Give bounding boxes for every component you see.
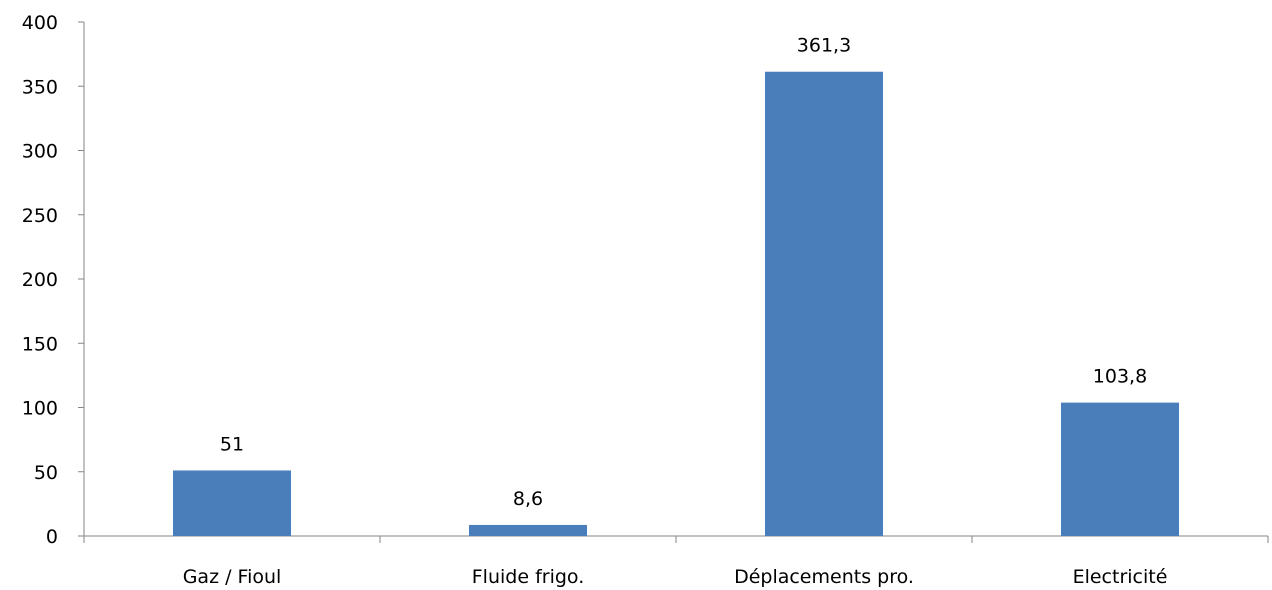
bar-value-label: 361,3 xyxy=(797,35,851,57)
bar-value-label: 51 xyxy=(220,433,244,455)
y-tick-label: 200 xyxy=(22,269,58,291)
bars xyxy=(173,71,1179,537)
y-tick-label: 150 xyxy=(22,333,58,355)
bar-value-label: 8,6 xyxy=(513,488,543,510)
bar xyxy=(765,71,883,537)
y-tick-label: 400 xyxy=(22,12,58,34)
bar xyxy=(469,524,587,536)
y-tick-label: 0 xyxy=(46,526,58,548)
x-category-label: Electricité xyxy=(1073,566,1168,588)
bar xyxy=(173,470,291,536)
x-axis: Gaz / Fioul Fluide frigo. Déplacements pro… xyxy=(83,535,1269,588)
y-tick-label: 250 xyxy=(22,205,58,227)
x-category-label: Fluide frigo. xyxy=(472,566,585,588)
y-tick-label: 350 xyxy=(22,76,58,98)
y-tick-label: 100 xyxy=(22,398,58,420)
data-labels: 51 8,6 361,3 103,8 xyxy=(220,35,1147,510)
y-axis: 0 50 100 150 200 250 300 350 400 xyxy=(22,12,85,548)
bar-value-label: 103,8 xyxy=(1093,366,1147,388)
x-category-label: Déplacements pro. xyxy=(734,566,914,588)
x-category-label: Gaz / Fioul xyxy=(183,566,282,588)
bar xyxy=(1061,402,1179,536)
y-tick-label: 300 xyxy=(22,141,58,163)
y-tick-label: 50 xyxy=(34,462,58,484)
